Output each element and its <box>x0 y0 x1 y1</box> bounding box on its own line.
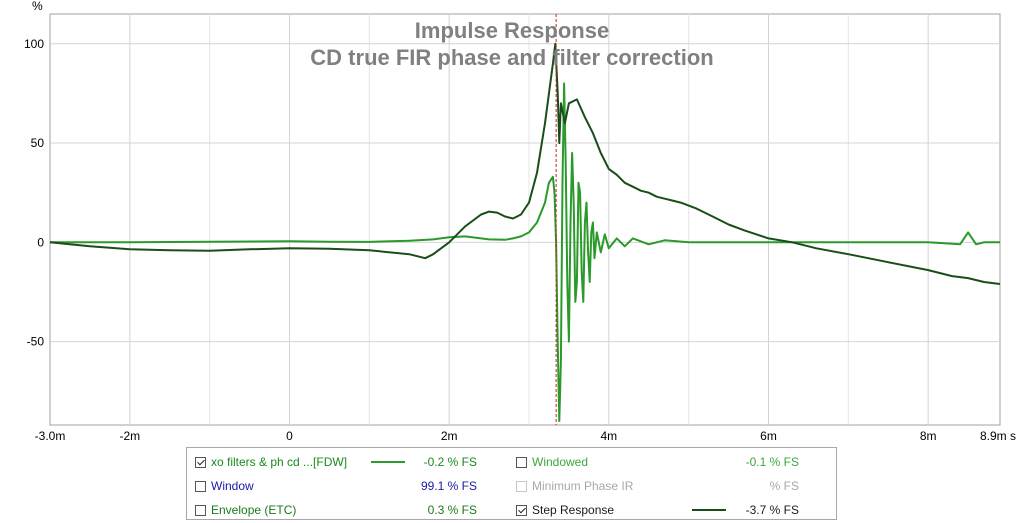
chart-subtitle: CD true FIR phase and filter correction <box>310 45 713 70</box>
legend-item-envelope[interactable]: Envelope (ETC) <box>195 502 296 518</box>
legend-item-step[interactable]: Step Response <box>516 502 614 518</box>
x-tick-label: 8m <box>920 429 937 443</box>
series-line-step <box>49 42 1001 285</box>
x-tick-label: 2m <box>441 429 458 443</box>
legend-value-windowed: -0.1 % FS <box>745 455 799 469</box>
legend-line-xo <box>371 461 405 463</box>
plot-background <box>49 13 1001 426</box>
legend-panel: xo filters & ph cd ...[FDW] -0.2 % FS Wi… <box>186 447 837 520</box>
x-tick-label: 8.9m s <box>980 429 1016 443</box>
impulse-response-chart: -3.0m -2m 0 2m 4m 6m 8m 8.9m s 100 50 0 -50 % Impul… <box>24 0 1016 443</box>
y-tick-label: 0 <box>37 235 44 249</box>
legend-value-window: 99.1 % FS <box>420 479 477 493</box>
series-line-impulse <box>50 82 1000 422</box>
legend-item-minimum-phase: Minimum Phase IR <box>516 478 633 494</box>
checkbox-xo[interactable] <box>195 456 206 468</box>
checkbox-window[interactable] <box>195 480 206 492</box>
legend-item-window[interactable]: Window <box>195 478 254 494</box>
legend-line-step <box>692 509 726 511</box>
legend-label-step: Step Response <box>532 503 615 517</box>
tick-labels: -3.0m -2m 0 2m 4m 6m 8m 8.9m s 100 50 0 -50 <box>24 37 1016 443</box>
legend-label-envelope: Envelope (ETC) <box>211 503 297 517</box>
legend-value-step: -3.7 % FS <box>745 503 799 517</box>
y-tick-label: -50 <box>27 335 45 349</box>
legend-label-xo: xo filters & ph cd ...[FDW] <box>211 455 348 469</box>
legend-value-minimum-phase: % FS <box>769 479 799 493</box>
x-tick-label: 4m <box>600 429 617 443</box>
series-layer <box>49 42 1001 422</box>
checkbox-minimum-phase <box>516 480 527 492</box>
legend-item-windowed[interactable]: Windowed <box>516 454 588 470</box>
checkbox-windowed[interactable] <box>516 456 527 468</box>
y-axis-unit-label: % <box>32 0 43 13</box>
legend-item-xo[interactable]: xo filters & ph cd ...[FDW] <box>195 454 347 470</box>
x-tick-label: -3.0m <box>35 429 66 443</box>
legend-value-envelope: 0.3 % FS <box>427 503 477 517</box>
legend-value-xo: -0.2 % FS <box>423 455 477 469</box>
x-tick-label: 6m <box>760 429 777 443</box>
checkbox-envelope[interactable] <box>195 504 206 516</box>
x-tick-label: -2m <box>119 429 140 443</box>
legend-label-minimum-phase: Minimum Phase IR <box>532 479 634 493</box>
checkbox-step[interactable] <box>516 504 527 516</box>
legend-label-windowed: Windowed <box>532 455 589 469</box>
legend-label-window: Window <box>211 479 254 493</box>
x-tick-label: 0 <box>286 429 293 443</box>
y-tick-label: 100 <box>24 37 44 51</box>
chart-title: Impulse Response <box>415 18 609 43</box>
y-tick-label: 50 <box>31 136 45 150</box>
